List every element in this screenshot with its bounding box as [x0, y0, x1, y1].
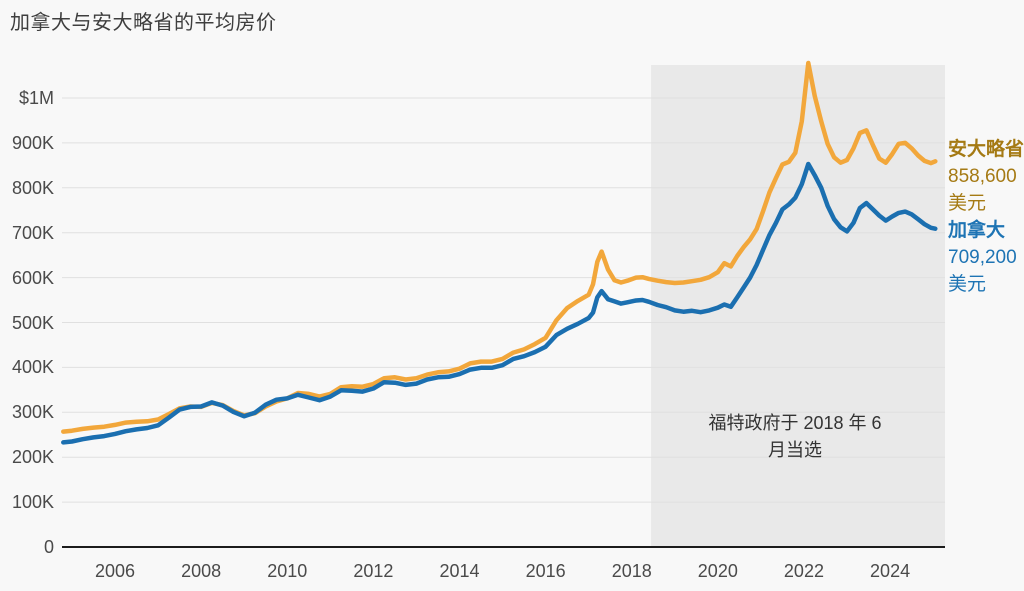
legend-series-name: 安大略省	[948, 139, 1024, 160]
y-axis-label: 700K	[11, 222, 54, 243]
y-axis-label: 500K	[11, 312, 54, 333]
x-axis-label: 2024	[870, 561, 911, 581]
x-axis-label: 2012	[353, 561, 394, 581]
x-axis-label: 2016	[525, 561, 566, 581]
y-axis-label: 400K	[11, 357, 54, 378]
x-axis-label: 2020	[697, 561, 738, 581]
shaded-region-annotation: 福特政府于 2018 年 6 月当选	[663, 410, 927, 464]
chart-title: 加拿大与安大略省的平均房价	[10, 12, 277, 34]
annotation-line-1: 福特政府于 2018 年 6	[708, 413, 882, 433]
y-axis-label: 200K	[11, 447, 54, 468]
y-axis-label: $1M	[18, 88, 54, 108]
legend-canada-line: 加拿大 709,200 美元	[948, 217, 1024, 298]
annotation-line-2: 月当选	[768, 440, 822, 460]
x-axis-label: 2008	[181, 561, 222, 581]
x-axis-label: 2010	[267, 561, 308, 581]
legend-series-currency: 美元	[948, 274, 987, 295]
legend-ontario-line: 安大略省 858,600 美元	[948, 136, 1024, 217]
legend-series-value: 709,200	[948, 247, 1017, 268]
canada-line	[61, 161, 938, 445]
x-axis-label: 2014	[439, 561, 480, 581]
y-axis-label: 100K	[11, 492, 54, 513]
legend-series-value: 858,600	[948, 166, 1017, 187]
legend-series-name: 加拿大	[948, 220, 1006, 241]
x-axis-label: 2006	[94, 561, 136, 581]
series-legend: 安大略省 858,600 美元 加拿大 709,200 美元	[948, 136, 1024, 298]
x-axis-label: 2018	[611, 561, 652, 581]
legend-series-currency: 美元	[948, 193, 987, 214]
y-axis-label: 0	[43, 537, 54, 557]
x-axis-label: 2022	[783, 561, 824, 581]
y-axis-label: 900K	[11, 132, 54, 153]
y-axis-label: 600K	[11, 267, 54, 288]
y-axis-label: 800K	[11, 177, 54, 198]
y-axis-label: 300K	[11, 402, 54, 423]
